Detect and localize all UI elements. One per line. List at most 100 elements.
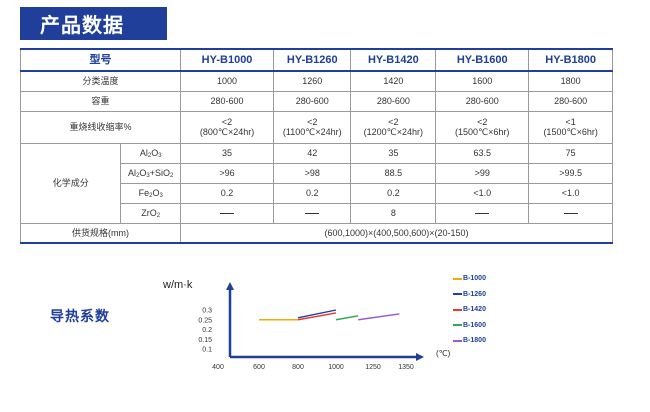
- row-label: 供货规格(mm): [19, 222, 182, 244]
- series-line: [297, 312, 337, 321]
- table-cell: 8: [350, 202, 437, 224]
- model-name: HY-B1000: [180, 48, 275, 72]
- legend-item: B-1420: [453, 302, 486, 318]
- x-tick-labels: 400 600 800 1000 1250 1350: [212, 364, 414, 371]
- row-label: 容重: [19, 90, 182, 112]
- table-cell-empty: [528, 202, 613, 224]
- legend-swatch: [453, 293, 462, 296]
- table-row: Fe2O3 0.2 0.2 0.2 <1.0 <1.0: [21, 182, 613, 204]
- table-header-row: 型号 HY-B1000 HY-B1260 HY-B1420 HY-B1600 H…: [19, 48, 613, 72]
- y-tick-label: 0.15: [198, 337, 212, 344]
- spec-table: 型号 HY-B1000 HY-B1260 HY-B1420 HY-B1600 H…: [19, 48, 613, 244]
- legend-swatch: [453, 324, 462, 327]
- x-axis-label: (℃): [436, 349, 450, 358]
- table-cell: >99: [435, 162, 530, 184]
- row-group-label: 化学成分: [19, 142, 122, 224]
- chart-axes: [226, 282, 424, 361]
- series-line: [297, 309, 337, 319]
- legend-label: B-1000: [463, 275, 486, 283]
- table-cell: <2 (1500℃×6hr): [435, 110, 530, 144]
- sub-row-label: Al2O3: [120, 142, 182, 164]
- series-line: [335, 315, 359, 321]
- table-cell: 63.5: [435, 142, 530, 164]
- x-tick-label: 1000: [328, 364, 344, 371]
- table-cell: 88.5: [350, 162, 437, 184]
- table-cell-empty: [273, 202, 352, 224]
- row-label: 重烧线收缩率%: [19, 110, 182, 144]
- table-cell: 1000: [180, 70, 275, 92]
- legend-label: B-1420: [463, 306, 486, 314]
- y-tick-label: 0.1: [202, 347, 212, 354]
- table-cell: 1420: [350, 70, 437, 92]
- table-cell: 35: [350, 142, 437, 164]
- table-cell: <1.0: [528, 182, 613, 204]
- table-row: 供货规格(mm) (600,1000)×(400,500,600)×(20-15…: [19, 222, 613, 244]
- table-cell: 42: [273, 142, 352, 164]
- table-cell: 0.2: [350, 182, 437, 204]
- table-cell: 1800: [528, 70, 613, 92]
- series-line: [358, 313, 400, 321]
- table-cell: 280-600: [350, 90, 437, 112]
- chart-legend: B-1000 B-1260 B-1420 B-1600 B-1800: [453, 271, 486, 349]
- table-cell: 1260: [273, 70, 352, 92]
- legend-swatch: [453, 308, 462, 311]
- table-cell: <1.0: [435, 182, 530, 204]
- x-tick-label: 1350: [398, 364, 414, 371]
- table-cell-empty: [435, 202, 530, 224]
- legend-swatch: [453, 339, 462, 342]
- table-cell: 1600: [435, 70, 530, 92]
- table-cell: 0.2: [273, 182, 352, 204]
- table-row: 化学成分 Al2O3 35 42 35 63.5 75: [19, 142, 613, 224]
- y-tick-label: 0.3: [202, 308, 212, 315]
- model-header: 型号: [19, 48, 182, 72]
- table-cell: <2 (1200℃×24hr): [350, 110, 437, 144]
- y-tick-labels: 0.1 0.15 0.2 0.25 0.3: [198, 308, 212, 354]
- legend-item: B-1260: [453, 287, 486, 303]
- model-name: HY-B1260: [273, 48, 352, 72]
- legend-item: B-1000: [453, 271, 486, 287]
- table-cell-empty: [180, 202, 275, 224]
- row-label: 分类温度: [19, 70, 182, 92]
- legend-item: B-1800: [453, 333, 486, 349]
- model-name: HY-B1420: [350, 48, 437, 72]
- table-row: 容重 280-600 280-600 280-600 280-600 280-6…: [19, 90, 613, 112]
- y-tick-label: 0.2: [202, 327, 212, 334]
- table-cell: >96: [180, 162, 275, 184]
- legend-label: B-1260: [463, 290, 486, 298]
- table-cell: 35: [180, 142, 275, 164]
- section-title: 导热系数: [50, 308, 110, 324]
- table-cell: 0.2: [180, 182, 275, 204]
- legend-swatch: [453, 277, 462, 280]
- page-title-banner: 产品数据: [20, 7, 167, 40]
- sub-row-label: ZrO2: [120, 202, 182, 224]
- table-cell: 280-600: [528, 90, 613, 112]
- table-row: 分类温度 1000 1260 1420 1600 1800: [19, 70, 613, 92]
- legend-label: B-1800: [463, 337, 486, 345]
- model-name: HY-B1800: [528, 48, 613, 72]
- table-cell: (600,1000)×(400,500,600)×(20-150): [180, 222, 613, 244]
- page-title: 产品数据: [40, 15, 124, 37]
- table-cell: >99.5: [528, 162, 613, 184]
- table-cell: >98: [273, 162, 352, 184]
- model-name: HY-B1600: [435, 48, 530, 72]
- legend-label: B-1600: [463, 321, 486, 329]
- table-cell: <1 (1500℃×6hr): [528, 110, 613, 144]
- x-tick-label: 800: [292, 364, 304, 371]
- table-cell: 280-600: [180, 90, 275, 112]
- sub-row-label: Al2O3+SiO2: [120, 162, 182, 184]
- x-tick-label: 1250: [365, 364, 381, 371]
- table-cell: <2 (1100℃×24hr): [273, 110, 352, 144]
- y-axis-label: w/m·k: [162, 279, 193, 291]
- x-tick-label: 600: [253, 364, 265, 371]
- legend-item: B-1600: [453, 318, 486, 334]
- table-row: 重烧线收缩率% <2 (800℃×24hr) <2 (1100℃×24hr) <2(…: [19, 110, 613, 144]
- table-cell: 75: [528, 142, 613, 164]
- x-tick-label: 400: [212, 364, 224, 371]
- y-tick-label: 0.25: [198, 317, 212, 324]
- table-cell: 280-600: [435, 90, 530, 112]
- series-lines: [259, 309, 400, 321]
- thermal-conductivity-chart: w/m·k (℃) 0.1 0.15 0.2 0.25 0.3 400 600 800 100…: [162, 279, 450, 371]
- table-cell: <2 (800℃×24hr): [180, 110, 275, 144]
- sub-row-label: Fe2O3: [120, 182, 182, 204]
- table-cell: 280-600: [273, 90, 352, 112]
